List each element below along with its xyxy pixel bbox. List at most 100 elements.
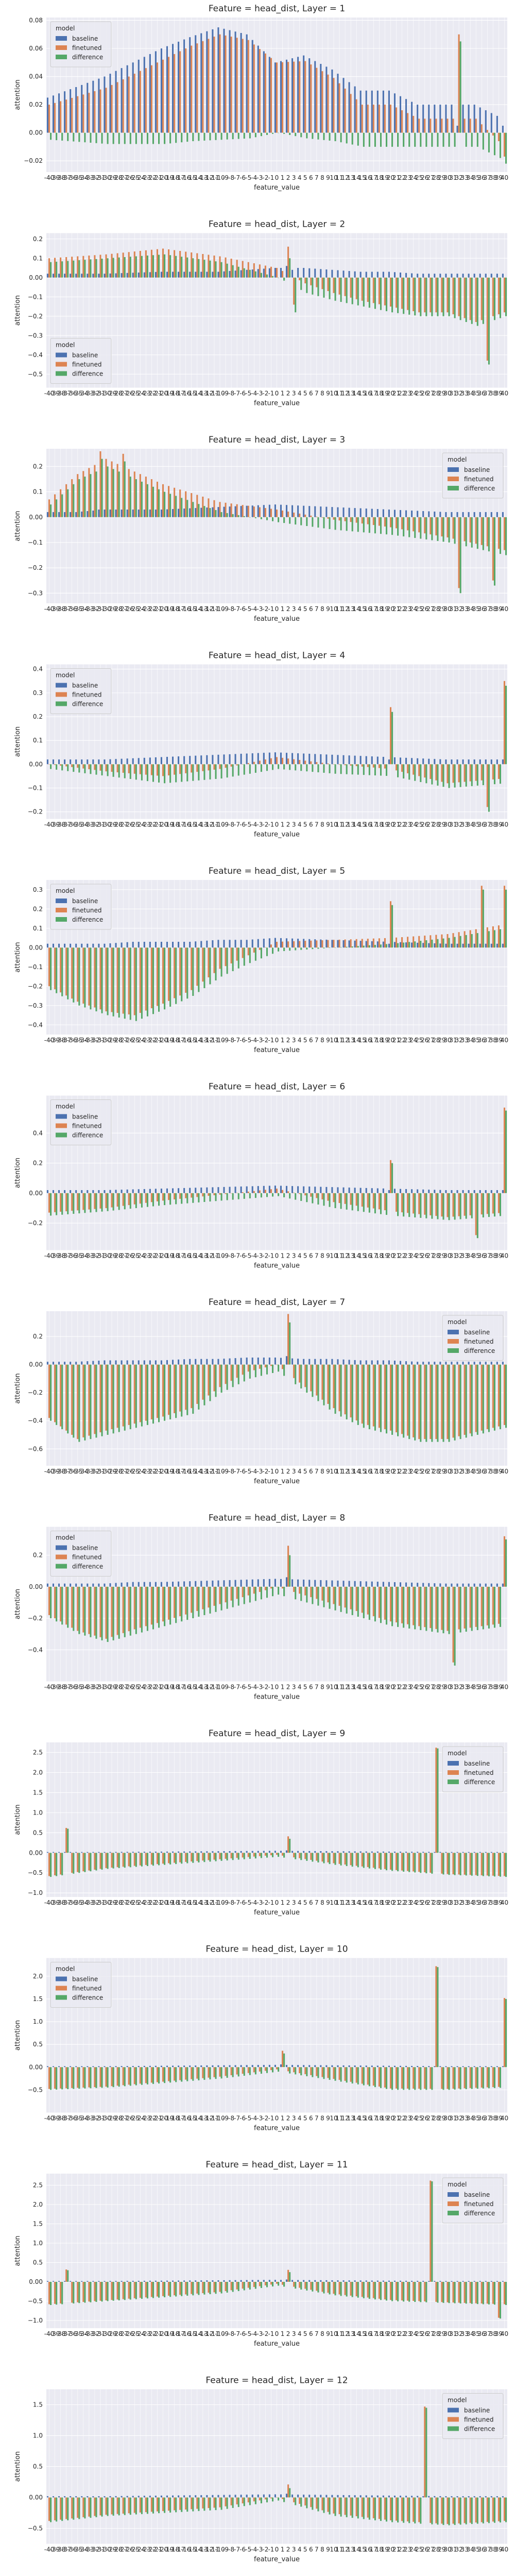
bar-finetuned <box>77 764 79 768</box>
bar-baseline <box>81 1190 83 1193</box>
bar-difference <box>164 254 166 278</box>
bar-difference <box>198 259 200 278</box>
bar-finetuned <box>424 1364 426 1439</box>
bar-difference <box>61 1853 63 1875</box>
bar-baseline <box>468 1583 470 1587</box>
bar-baseline <box>496 1583 498 1587</box>
bar-finetuned <box>94 255 96 278</box>
bar-difference <box>73 947 75 1003</box>
bar-difference <box>73 1853 75 1874</box>
bar-difference <box>437 1586 439 1633</box>
bar-difference <box>181 1853 183 1864</box>
x-tick-label: -29 <box>107 821 117 828</box>
bar-difference <box>169 132 171 144</box>
bar-baseline <box>149 2065 151 2067</box>
bar-finetuned <box>208 1364 210 1396</box>
bar-baseline <box>297 268 299 278</box>
x-tick-label: -20 <box>158 2546 168 2553</box>
x-tick-label: -38 <box>56 2546 66 2553</box>
bar-finetuned <box>65 764 67 767</box>
x-tick-label: -14 <box>192 605 202 613</box>
bar-difference <box>158 2282 160 2298</box>
bar-baseline <box>257 2494 259 2498</box>
x-tick-label: -27 <box>118 2330 128 2337</box>
bar-baseline <box>473 2066 475 2067</box>
chart-panel-layer-12: Feature = head_dist, Layer = 12−0.50.000… <box>14 2376 508 2564</box>
legend-swatch-difference <box>56 917 67 922</box>
bar-baseline <box>388 1582 390 1587</box>
x-tick-label: -31 <box>95 1899 106 1906</box>
bar-finetuned <box>179 1364 181 1412</box>
bar-difference <box>226 947 228 974</box>
x-tick-label: -39 <box>50 1037 60 1044</box>
bar-baseline <box>263 753 265 765</box>
bar-baseline <box>291 2280 294 2282</box>
bar-baseline <box>115 2281 117 2282</box>
bar-finetuned <box>282 2050 284 2067</box>
bar-difference <box>78 1853 80 1873</box>
bar-baseline <box>417 1189 419 1193</box>
bar-baseline <box>166 509 168 517</box>
x-tick-label: -11 <box>209 1468 219 1475</box>
bar-baseline <box>64 1362 66 1365</box>
x-tick-label: -10 <box>215 1468 225 1475</box>
x-tick-label: 28 <box>432 1037 440 1044</box>
x-tick-label: 35 <box>472 1684 480 1691</box>
bar-difference <box>135 2067 137 2086</box>
bar-difference <box>499 1586 502 1627</box>
x-tick-label: -26 <box>124 390 134 397</box>
x-tick-label: -33 <box>84 1037 94 1044</box>
x-tick-label: 33 <box>460 1684 468 1691</box>
bar-baseline <box>445 1362 447 1365</box>
x-tick-label: -33 <box>84 2546 94 2553</box>
x-tick-label: -23 <box>141 2115 151 2122</box>
bar-finetuned <box>54 2067 56 2089</box>
bar-finetuned <box>350 2282 352 2296</box>
x-tick-label: -10 <box>215 1252 225 1260</box>
bar-baseline <box>502 1190 504 1193</box>
x-tick-label: -16 <box>181 1252 191 1260</box>
bar-difference <box>107 2282 109 2301</box>
bar-difference <box>232 2067 234 2077</box>
bar-difference <box>118 1364 120 1432</box>
legend-title: model <box>56 1103 75 1110</box>
bar-baseline <box>143 510 145 517</box>
bar-difference <box>101 1586 103 1640</box>
x-tick-label: 10 <box>330 2115 337 2122</box>
bar-difference <box>482 517 484 550</box>
bar-finetuned <box>480 124 483 133</box>
x-tick-label: 14 <box>353 821 360 828</box>
bar-baseline <box>58 2496 60 2498</box>
bar-finetuned <box>435 1966 437 2067</box>
y-tick-label: 1.5 <box>33 2401 43 2409</box>
bar-baseline <box>126 2496 128 2498</box>
bar-baseline <box>87 2496 89 2498</box>
bar-baseline <box>342 1581 345 1587</box>
bar-finetuned <box>447 1193 449 1217</box>
bar-finetuned <box>253 1364 255 1370</box>
legend-swatch-finetuned <box>56 1554 67 1560</box>
x-tick-label: 19 <box>381 605 389 613</box>
bar-difference <box>118 132 120 144</box>
bar-finetuned <box>259 947 261 950</box>
bar-finetuned <box>230 947 232 963</box>
x-tick-label: 8 <box>320 1468 324 1475</box>
bar-baseline <box>132 1360 134 1365</box>
x-tick-label: -23 <box>141 1468 151 1475</box>
legend-swatch-difference <box>56 371 67 376</box>
bar-difference <box>471 132 473 147</box>
bar-finetuned <box>316 1193 318 1198</box>
bar-finetuned <box>407 2282 409 2301</box>
x-tick-label: 26 <box>421 2115 428 2122</box>
bar-baseline <box>342 1851 345 1853</box>
bar-difference <box>249 1364 251 1379</box>
x-tick-label: -21 <box>152 1468 163 1475</box>
bar-finetuned <box>230 37 232 133</box>
x-tick-label: 20 <box>387 1468 394 1475</box>
bar-difference <box>459 764 461 787</box>
y-tick-label: 0.5 <box>33 2463 43 2470</box>
bar-difference <box>249 2282 251 2290</box>
x-tick-label: 37 <box>484 2330 491 2337</box>
bar-baseline <box>178 272 180 278</box>
